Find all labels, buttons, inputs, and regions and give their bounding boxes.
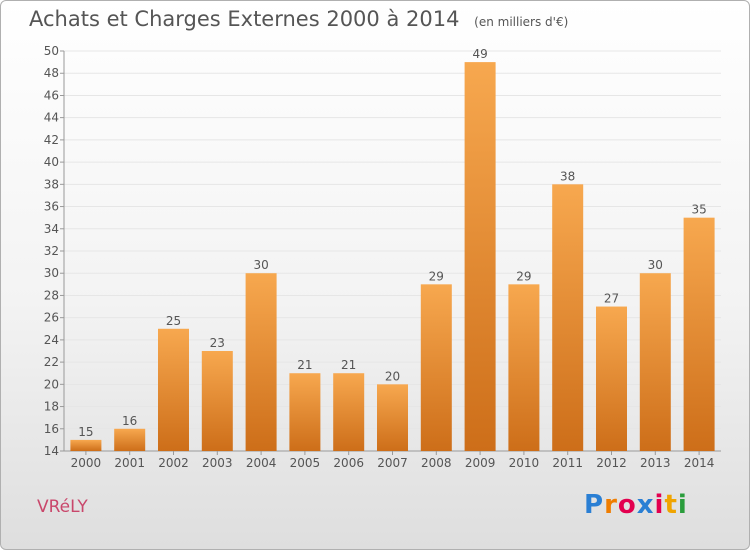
logo-letter: o (617, 490, 637, 520)
data-label-2007: 20 (385, 369, 400, 383)
bar-2003 (201, 351, 233, 451)
data-label-2003: 23 (210, 336, 225, 350)
bar-2001 (114, 428, 146, 451)
data-label-2011: 38 (560, 169, 575, 183)
data-label-2005: 21 (297, 358, 312, 372)
bar-2004 (245, 273, 277, 451)
x-tick-label-2004: 2004 (246, 456, 277, 470)
x-tick-label-2002: 2002 (158, 456, 189, 470)
y-tick-label: 34 (44, 222, 59, 236)
data-label-2000: 15 (78, 425, 93, 439)
x-tick-label-2010: 2010 (509, 456, 540, 470)
data-label-2012: 27 (604, 292, 619, 306)
y-tick-label: 20 (44, 377, 59, 391)
x-tick-label-2000: 2000 (71, 456, 102, 470)
bar-2000 (70, 439, 102, 451)
y-tick-label: 28 (44, 288, 59, 302)
x-tick-label-2006: 2006 (333, 456, 364, 470)
x-tick-label-2012: 2012 (596, 456, 627, 470)
y-tick-label: 26 (44, 311, 59, 325)
bar-2014 (683, 217, 715, 451)
logo-letter: P (584, 490, 605, 520)
y-tick-label: 42 (44, 133, 59, 147)
y-tick-label: 36 (44, 200, 59, 214)
x-tick-label-2009: 2009 (465, 456, 496, 470)
x-tick-label-2008: 2008 (421, 456, 452, 470)
data-label-2009: 49 (472, 47, 487, 61)
x-tick-label-2005: 2005 (290, 456, 321, 470)
chart-title: Achats et Charges Externes 2000 à 2014 (… (29, 7, 568, 31)
data-label-2013: 30 (648, 258, 663, 272)
bar-2009 (464, 62, 496, 451)
y-tick-label: 40 (44, 155, 59, 169)
data-label-2010: 29 (516, 269, 531, 283)
y-tick-label: 46 (44, 88, 59, 102)
bar-2002 (158, 328, 189, 451)
bar-2011 (552, 184, 584, 452)
data-label-2001: 16 (122, 414, 137, 428)
bar-2012 (596, 306, 627, 451)
data-label-2008: 29 (429, 269, 444, 283)
x-tick-label-2007: 2007 (377, 456, 408, 470)
bar-2007 (377, 384, 408, 451)
logo-letter: x (636, 490, 655, 520)
logo-letter: t (664, 490, 678, 520)
commune-name: VRéLY (37, 497, 88, 517)
x-tick-label-2013: 2013 (640, 456, 671, 470)
logo-letter: i (677, 490, 688, 520)
logo-letter: r (604, 490, 618, 520)
y-tick-label: 32 (44, 244, 59, 258)
y-tick-label: 44 (44, 111, 59, 125)
data-label-2014: 35 (691, 203, 706, 217)
x-tick-label-2001: 2001 (114, 456, 145, 470)
bar-2013 (639, 273, 671, 451)
y-tick-label: 18 (44, 400, 59, 414)
bar-2010 (508, 284, 540, 451)
bar-2008 (420, 284, 452, 451)
x-tick-label-2003: 2003 (202, 456, 233, 470)
chart-subtitle: (en milliers d'€) (474, 15, 569, 29)
y-tick-label: 38 (44, 177, 59, 191)
data-label-2006: 21 (341, 358, 356, 372)
data-label-2002: 25 (166, 314, 181, 328)
y-tick-label: 24 (44, 333, 59, 347)
proxiti-logo: Proxiti (584, 490, 688, 520)
logo-letter: i (654, 490, 665, 520)
data-label-2004: 30 (253, 258, 268, 272)
y-tick-label: 50 (44, 44, 59, 58)
bar-2006 (333, 373, 365, 451)
x-tick-label-2011: 2011 (552, 456, 583, 470)
y-tick-label: 30 (44, 266, 59, 280)
y-tick-label: 14 (44, 444, 59, 458)
x-tick-label-2014: 2014 (684, 456, 715, 470)
y-tick-label: 16 (44, 422, 59, 436)
y-tick-label: 48 (44, 66, 59, 80)
y-tick-label: 22 (44, 355, 59, 369)
bar-2005 (289, 373, 321, 451)
title-text: Achats et Charges Externes 2000 à 2014 (29, 7, 460, 31)
